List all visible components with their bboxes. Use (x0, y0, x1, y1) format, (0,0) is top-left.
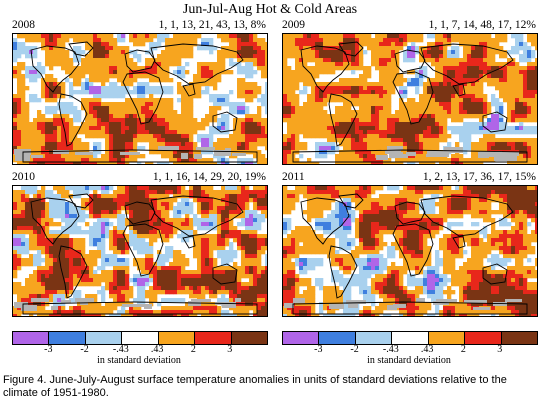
panel-year: 2009 (282, 19, 305, 31)
legend-swatch (428, 332, 466, 344)
anomaly-map-graphic (13, 34, 267, 164)
coastlines (22, 41, 258, 163)
anomaly-map-2011 (282, 185, 538, 317)
legend-swatch (85, 332, 123, 344)
legend-tick-label: -3 (314, 344, 323, 355)
panel-header-2009: 2009 1, 1, 7, 14, 48, 17, 12% (282, 19, 536, 32)
coastlines (22, 193, 258, 315)
legend-swatch (355, 332, 393, 344)
panel-year: 2010 (12, 171, 35, 183)
legend-swatch (122, 332, 159, 344)
color-legend-left (12, 331, 268, 345)
anomaly-map-graphic (13, 186, 267, 316)
no-data-areas (14, 146, 246, 161)
legend-tick-label: -2 (80, 344, 89, 355)
legend-swatch (465, 332, 502, 344)
legend-units-right: in standard deviation (367, 355, 451, 366)
legend-tick-label: -2 (350, 344, 359, 355)
coastlines (292, 41, 528, 163)
anomaly-map-graphic (283, 186, 537, 316)
panel-stats: 1, 2, 13, 17, 36, 17, 15% (422, 171, 536, 183)
legend-tick-label: 2 (190, 344, 196, 355)
panel-header-2011: 2011 1, 2, 13, 17, 36, 17, 15% (282, 171, 536, 184)
legend-tick-label: 2 (460, 344, 466, 355)
legend-tick-label: 3 (497, 344, 503, 355)
panel-header-2010: 2010 1, 1, 16, 14, 29, 20, 19% (12, 171, 266, 184)
legend-swatch (13, 332, 50, 344)
legend-swatch (195, 332, 232, 344)
figure-title: Jun-Jul-Aug Hot & Cold Areas (182, 2, 358, 17)
legend-tick-label: -.43 (382, 344, 399, 355)
panel-stats: 1, 1, 13, 21, 43, 13, 8% (158, 19, 266, 31)
anomaly-cells (13, 186, 267, 316)
color-legend-right (282, 331, 538, 345)
anomaly-map-2009 (282, 33, 538, 165)
legend-tick-label: 3 (227, 344, 233, 355)
panel-stats: 1, 1, 16, 14, 29, 20, 19% (152, 171, 266, 183)
panel-year: 2011 (282, 171, 305, 183)
panel-year: 2008 (12, 19, 35, 31)
legend-units-left: in standard deviation (97, 355, 181, 366)
legend-swatch (231, 332, 267, 344)
legend-swatch (49, 332, 86, 344)
legend-swatch (392, 332, 429, 344)
figure-caption: Figure 4. June-July-August surface tempe… (3, 374, 507, 399)
anomaly-map-2008 (12, 33, 268, 165)
legend-swatch (501, 332, 537, 344)
legend-tick-label: -.43 (112, 344, 129, 355)
panel-header-2008: 2008 1, 1, 13, 21, 43, 13, 8% (12, 19, 266, 32)
anomaly-map-graphic (283, 34, 537, 164)
anomaly-cells (283, 186, 537, 316)
anomaly-cells (283, 34, 537, 164)
legend-tick-label: .43 (420, 344, 434, 355)
anomaly-map-2010 (12, 185, 268, 317)
legend-swatch (283, 332, 320, 344)
legend-swatch (158, 332, 196, 344)
anomaly-cells (13, 34, 267, 164)
legend-swatch (319, 332, 356, 344)
panel-stats: 1, 1, 7, 14, 48, 17, 12% (428, 19, 536, 31)
legend-tick-label: .43 (150, 344, 164, 355)
no-data-areas (376, 146, 519, 161)
coastlines (292, 193, 528, 315)
legend-tick-label: -3 (44, 344, 53, 355)
